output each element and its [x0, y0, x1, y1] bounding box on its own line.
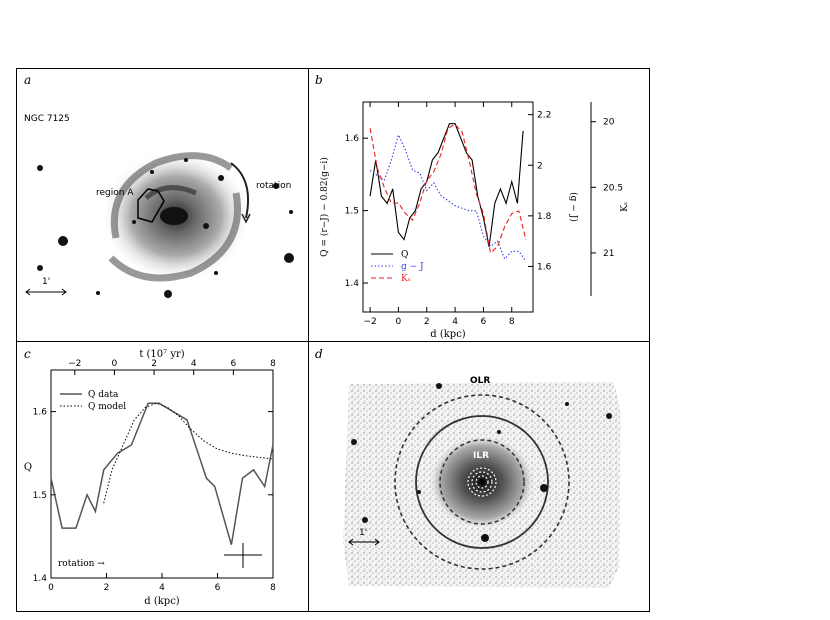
xtick-label-b: 0 [396, 317, 402, 327]
panel-divider-vertical [308, 68, 309, 612]
ytick-left-label-b: 1.4 [345, 279, 360, 289]
xtick-label-c: 2 [104, 583, 110, 593]
panel-a: a NGC 7125 region A rotation [16, 68, 308, 341]
ytick-label-c: 1.4 [33, 574, 48, 584]
scale-label-a: 1' [42, 277, 51, 287]
ytick-mid-label-b: 1.6 [537, 262, 552, 272]
panel-d: d [309, 342, 650, 612]
region-a-label: region A [96, 188, 134, 198]
galaxy-image-ngc7125 [25, 150, 294, 298]
series-line-b-0 [369, 123, 524, 247]
olr-circle [394, 394, 570, 570]
xtick-label-b: 6 [481, 317, 487, 327]
olr-label: OLR [470, 376, 491, 386]
ytick-label-c: 1.6 [33, 408, 48, 418]
ylabel-left-b: Q = (r−J) − 0.82(g−i) [319, 157, 330, 257]
series-line-c-1 [103, 402, 274, 504]
xtick-top-label-c: 2 [151, 359, 157, 369]
chart-c: 0 2 4 6 8 −2 0 2 4 6 8 1.4 1.5 1.6 Q data Q model rotati… [24, 349, 276, 607]
panel-c: c 0 2 4 6 8 −2 0 2 4 6 8 1.4 1.5 1.6 Q data Q model rota… [16, 342, 308, 612]
legend-label-b: Kₛ [401, 274, 411, 284]
xlabel-c: d (kpc) [144, 596, 180, 607]
corotation-circle [415, 415, 549, 549]
scale-label-d: 1' [359, 528, 368, 538]
panel-divider-horizontal [16, 341, 650, 342]
series-line-b-2 [369, 123, 527, 255]
legend-label-b: g − J [401, 262, 424, 272]
xtick-top-label-c: 4 [191, 359, 197, 369]
legend-label-b: Q [401, 250, 408, 260]
xtick-label-c: 6 [215, 583, 221, 593]
xtick-label-c: 0 [48, 583, 54, 593]
legend-label-c: Q model [88, 402, 126, 412]
rotation-label-a: rotation [256, 181, 292, 191]
xtick-label-b: 8 [509, 317, 515, 327]
series-line-c-0 [50, 402, 274, 545]
plot-frame-c [50, 369, 274, 579]
ytick-right-label-b: 20 [603, 118, 615, 128]
plot-frame-b [362, 101, 534, 313]
rotation-label-c: rotation → [58, 559, 105, 569]
ylabel-mid-b: (g − J) [568, 192, 579, 222]
legend-label-c: Q data [88, 390, 119, 400]
figure-frame [16, 68, 650, 612]
ytick-mid-label-b: 2 [537, 161, 543, 171]
outer-ilr-circle [439, 439, 525, 525]
xlabel-b: d (kpc) [430, 329, 466, 340]
ytick-left-label-b: 1.5 [345, 207, 359, 217]
panel-a-label: a [24, 73, 32, 87]
xlabel-top-c: t (10⁷ yr) [139, 349, 184, 360]
region-a-outline [137, 188, 165, 223]
series-line-b-1 [369, 133, 527, 262]
ytick-left-label-b: 1.6 [345, 134, 360, 144]
xtick-label-b: 4 [452, 317, 458, 327]
xtick-label-b: 2 [424, 317, 430, 327]
panel-c-label: c [24, 347, 31, 361]
chart-b: −2 0 2 4 6 8 1.4 1.5 1.6 1.6 1.8 2 2.2 20 20.5 21 Qg − J… [319, 101, 630, 340]
residual-image-resonances [343, 382, 621, 588]
xtick-top-label-c: 6 [230, 359, 236, 369]
xtick-label-c: 4 [159, 583, 165, 593]
xtick-top-label-c: 8 [270, 359, 276, 369]
ilr-label: ILR [473, 451, 490, 461]
ytick-mid-label-b: 2.2 [537, 111, 551, 121]
ytick-label-c: 1.5 [33, 491, 47, 501]
xtick-label-b: −2 [363, 317, 376, 327]
panel-d-label: d [315, 347, 323, 361]
xtick-top-label-c: 0 [112, 359, 118, 369]
ylabel-right-b: Kₛ [620, 202, 630, 212]
ytick-right-label-b: 21 [603, 249, 614, 259]
panel-b-label: b [315, 73, 323, 87]
xtick-top-label-c: −2 [68, 359, 81, 369]
ytick-mid-label-b: 1.8 [537, 212, 552, 222]
xtick-label-c: 8 [270, 583, 276, 593]
galaxy-name: NGC 7125 [24, 114, 70, 124]
ytick-right-label-b: 20.5 [603, 183, 623, 193]
ylabel-c: Q [24, 462, 32, 473]
